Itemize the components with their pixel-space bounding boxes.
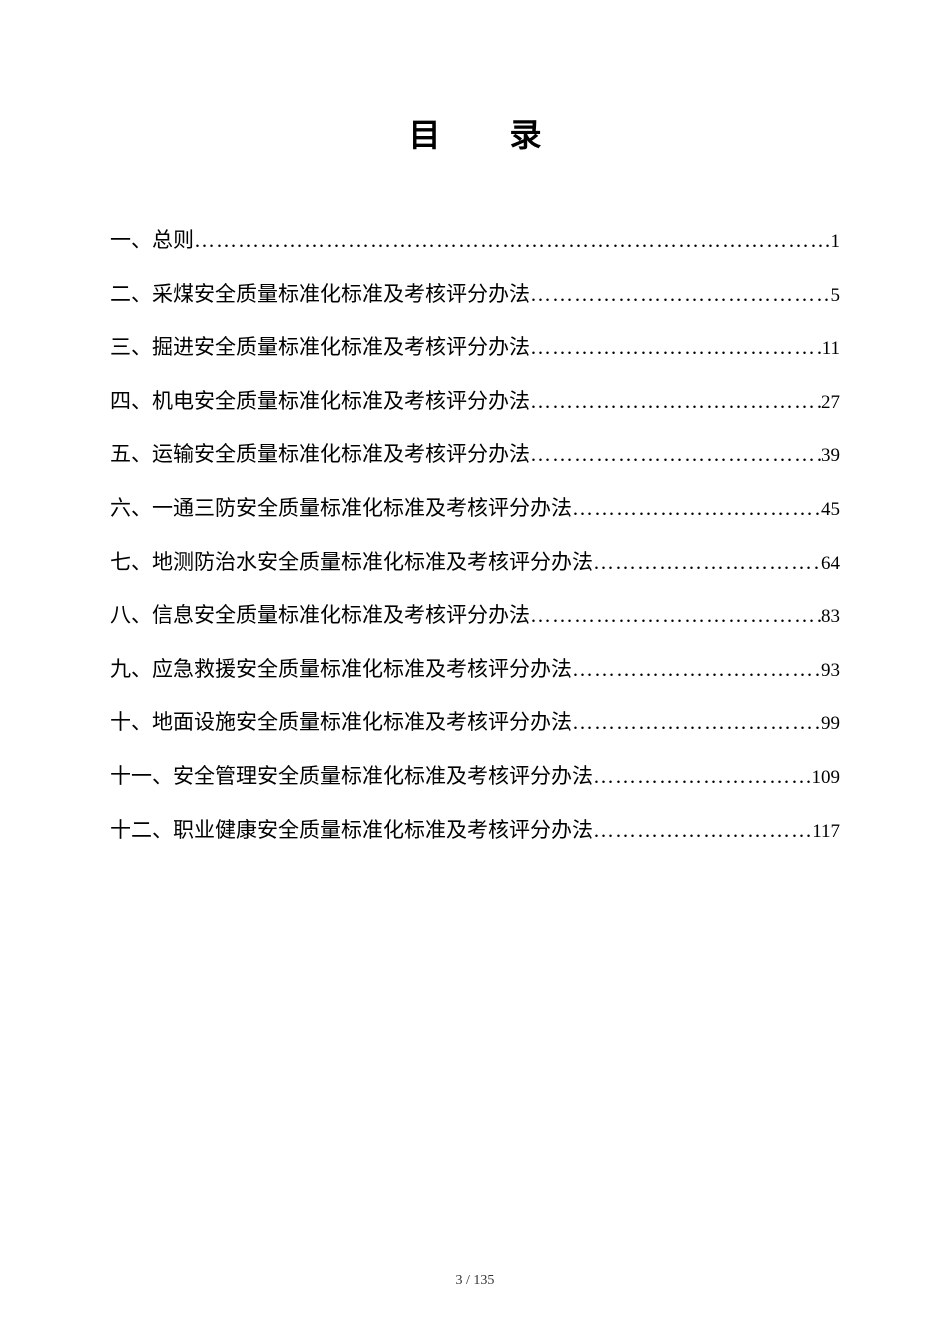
- toc-page-number: 93: [821, 658, 840, 685]
- toc-label: 十、地面设施安全质量标准化标准及考核评分办法: [110, 708, 572, 737]
- page-footer: 3 / 135: [0, 1273, 950, 1289]
- toc-entry: 四、机电安全质量标准化标准及考核评分办法 27: [110, 387, 840, 417]
- toc-page-number: 5: [831, 283, 841, 310]
- toc-label: 八、信息安全质量标准化标准及考核评分办法: [110, 601, 530, 630]
- toc-page-number: 109: [812, 765, 841, 792]
- toc-entry: 九、应急救援安全质量标准化标准及考核评分办法 93: [110, 655, 840, 685]
- toc-label: 五、运输安全质量标准化标准及考核评分办法: [110, 440, 530, 469]
- toc-page-number: 27: [821, 390, 840, 417]
- toc-entry: 一、总则 1: [110, 226, 840, 256]
- toc-entry: 十一、安全管理安全质量标准化标准及考核评分办法 109: [110, 762, 840, 792]
- toc-label: 七、地测防治水安全质量标准化标准及考核评分办法: [110, 548, 593, 577]
- toc-entry: 五、运输安全质量标准化标准及考核评分办法 39: [110, 440, 840, 470]
- toc-label: 九、应急救援安全质量标准化标准及考核评分办法: [110, 655, 572, 684]
- toc-leader-dots: [530, 601, 821, 630]
- toc-leader-dots: [194, 226, 831, 255]
- toc-entry: 三、掘进安全质量标准化标准及考核评分办法 11: [110, 333, 840, 363]
- toc-leader-dots: [593, 548, 821, 577]
- toc-leader-dots: [593, 762, 812, 791]
- toc-page-number: 39: [821, 443, 840, 470]
- toc-leader-dots: [530, 280, 831, 309]
- toc-label: 十二、职业健康安全质量标准化标准及考核评分办法: [110, 816, 593, 845]
- toc-label: 二、采煤安全质量标准化标准及考核评分办法: [110, 280, 530, 309]
- toc-entry: 十、地面设施安全质量标准化标准及考核评分办法 99: [110, 708, 840, 738]
- toc-entry: 二、采煤安全质量标准化标准及考核评分办法 5: [110, 280, 840, 310]
- toc-entry: 六、一通三防安全质量标准化标准及考核评分办法 45: [110, 494, 840, 524]
- toc-list: 一、总则 1 二、采煤安全质量标准化标准及考核评分办法 5 三、掘进安全质量标准…: [110, 226, 840, 845]
- toc-label: 十一、安全管理安全质量标准化标准及考核评分办法: [110, 762, 593, 791]
- toc-page-number: 117: [812, 819, 840, 846]
- toc-title: 目 录: [110, 110, 840, 156]
- toc-entry: 十二、职业健康安全质量标准化标准及考核评分办法 117: [110, 816, 840, 846]
- toc-leader-dots: [530, 387, 821, 416]
- toc-entry: 八、信息安全质量标准化标准及考核评分办法 83: [110, 601, 840, 631]
- toc-page-number: 1: [831, 229, 841, 256]
- toc-page-number: 11: [822, 336, 840, 363]
- toc-leader-dots: [593, 816, 812, 845]
- toc-label: 六、一通三防安全质量标准化标准及考核评分办法: [110, 494, 572, 523]
- toc-page-number: 45: [821, 497, 840, 524]
- toc-leader-dots: [572, 494, 821, 523]
- toc-leader-dots: [572, 708, 821, 737]
- toc-leader-dots: [530, 333, 822, 362]
- toc-leader-dots: [530, 440, 821, 469]
- toc-entry: 七、地测防治水安全质量标准化标准及考核评分办法 64: [110, 548, 840, 578]
- toc-page-number: 99: [821, 711, 840, 738]
- toc-page-number: 83: [821, 604, 840, 631]
- toc-leader-dots: [572, 655, 821, 684]
- toc-label: 三、掘进安全质量标准化标准及考核评分办法: [110, 333, 530, 362]
- toc-label: 一、总则: [110, 226, 194, 255]
- toc-page-number: 64: [821, 551, 840, 578]
- toc-label: 四、机电安全质量标准化标准及考核评分办法: [110, 387, 530, 416]
